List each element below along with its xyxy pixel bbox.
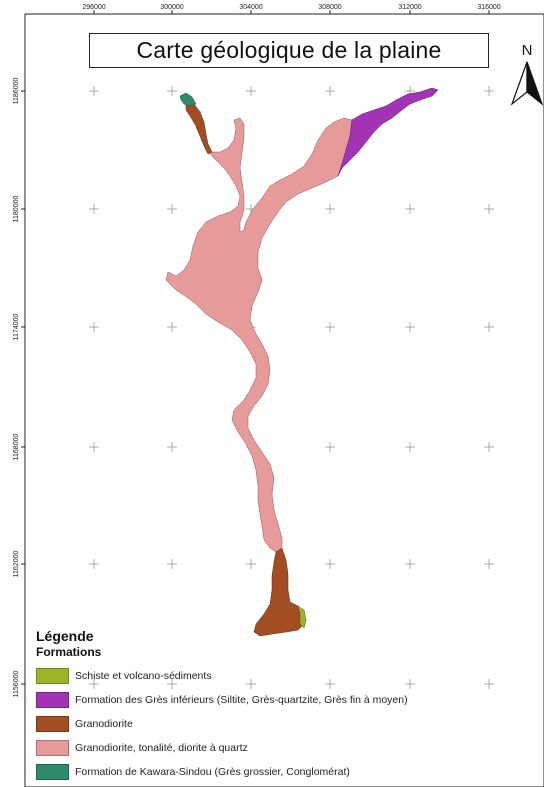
y-tick-label: 1168000 [13, 434, 20, 461]
y-axis: 1186000 1180000 1174000 1168000 1162000 … [13, 78, 25, 698]
x-tick-label: 300000 [160, 4, 183, 11]
legend-label: Formation de Kawara-Sindou (Grès grossie… [75, 766, 350, 778]
granodiorite-tonalite-polygon [165, 117, 353, 553]
legend-item: Granodiorite, tonalité, diorite à quartz [36, 736, 496, 760]
x-tick-label: 296000 [82, 4, 105, 11]
legend-swatch [36, 764, 69, 780]
legend-item: Schiste et volcano-sédiments [36, 664, 496, 688]
schiste-polygon [297, 605, 307, 629]
legend-swatch [36, 668, 69, 684]
legend-label: Granodiorite [75, 718, 133, 730]
granodiorite-south-polygon [253, 547, 305, 637]
legend-swatch [36, 740, 69, 756]
legend-label: Schiste et volcano-sédiments [75, 670, 212, 682]
legend-item: Granodiorite [36, 712, 496, 736]
legend-label: Formation des Grès inférieurs (Siltite, … [75, 694, 408, 706]
gres-inferieurs-polygon [337, 87, 439, 177]
map-frame [24, 13, 544, 787]
legend: Légende Formations Schiste et volcano-sé… [36, 628, 496, 784]
legend-title: Légende [36, 628, 94, 644]
legend-item: Formation de Kawara-Sindou (Grès grossie… [36, 760, 496, 784]
granodiorite-north-polygon [185, 103, 213, 155]
x-tick-label: 308000 [318, 4, 341, 11]
legend-items: Schiste et volcano-sédiments Formation d… [36, 664, 496, 784]
y-tick-label: 1174000 [13, 314, 20, 341]
x-tick-label: 304000 [239, 4, 262, 11]
map-title: Carte géologique de la plaine [136, 37, 442, 63]
y-tick-label: 1186000 [13, 78, 20, 105]
geology-layer [165, 87, 439, 637]
legend-subtitle: Formations [36, 645, 102, 659]
map-title-box: Carte géologique de la plaine [89, 33, 489, 68]
north-label: N [522, 42, 533, 59]
legend-item: Formation des Grès inférieurs (Siltite, … [36, 688, 496, 712]
north-arrow-icon: N [510, 42, 544, 106]
y-tick-label: 1180000 [13, 196, 20, 223]
y-tick-label: 1162000 [13, 551, 20, 578]
kawara-sindou-polygon [179, 92, 197, 107]
legend-label: Granodiorite, tonalité, diorite à quartz [75, 742, 248, 754]
x-tick-label: 312000 [398, 4, 421, 11]
x-tick-label: 316000 [477, 4, 500, 11]
legend-swatch [36, 716, 69, 732]
y-tick-label: 1156000 [13, 671, 20, 698]
legend-swatch [36, 692, 69, 708]
x-axis: 296000 300000 304000 308000 312000 31600… [82, 4, 501, 14]
